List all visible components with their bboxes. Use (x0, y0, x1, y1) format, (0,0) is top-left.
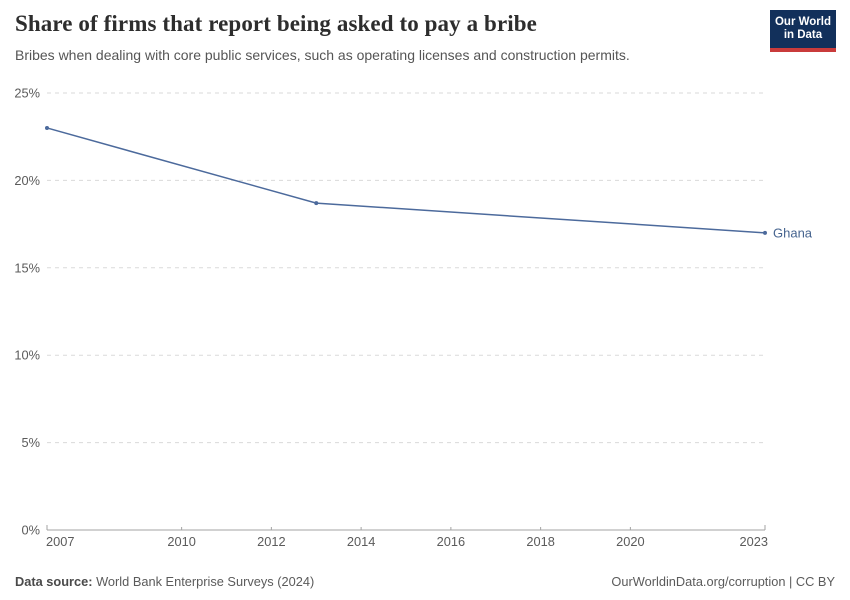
data-point[interactable] (314, 201, 319, 206)
chart-subtitle: Bribes when dealing with core public ser… (15, 46, 630, 63)
x-axis-tick-label: 2018 (526, 534, 554, 549)
x-axis-tick-label: 2023 (740, 534, 768, 549)
chart-title: Share of firms that report being asked t… (15, 11, 537, 36)
x-axis-tick-label: 2016 (437, 534, 465, 549)
chart-footer: Data source: World Bank Enterprise Surve… (15, 574, 835, 589)
chart-header: Share of firms that report being asked t… (15, 10, 755, 64)
x-axis-tick-label: 2014 (347, 534, 375, 549)
data-source-note: Data source: World Bank Enterprise Surve… (15, 574, 314, 589)
y-axis-tick-label: 15% (14, 260, 40, 275)
data-source-label: Data source: (15, 574, 93, 589)
y-axis-tick-label: 5% (22, 435, 41, 450)
y-axis-tick-label: 10% (14, 348, 40, 363)
series-end-label[interactable]: Ghana (773, 225, 813, 240)
x-axis-tick-label: 2010 (167, 534, 195, 549)
y-axis-tick-label: 25% (14, 86, 40, 101)
x-axis-tick-label: 2020 (616, 534, 644, 549)
y-axis-tick-label: 20% (14, 173, 40, 188)
owid-citation-link[interactable]: OurWorldinData.org/corruption | CC BY (611, 574, 835, 589)
owid-logo-line1: Our World (774, 15, 831, 28)
data-point[interactable] (763, 230, 767, 235)
owid-logo-text: Our World in Data (775, 16, 831, 42)
data-source-text: World Bank Enterprise Surveys (2024) (92, 574, 315, 589)
x-axis-tick-label: 2012 (257, 534, 285, 549)
data-point[interactable] (45, 125, 49, 130)
x-axis-tick-label: 2007 (46, 534, 74, 549)
y-axis-tick-label: 0% (22, 523, 41, 538)
owid-logo[interactable]: Our World in Data (770, 10, 836, 52)
owid-logo-line2: in Data (783, 29, 823, 41)
